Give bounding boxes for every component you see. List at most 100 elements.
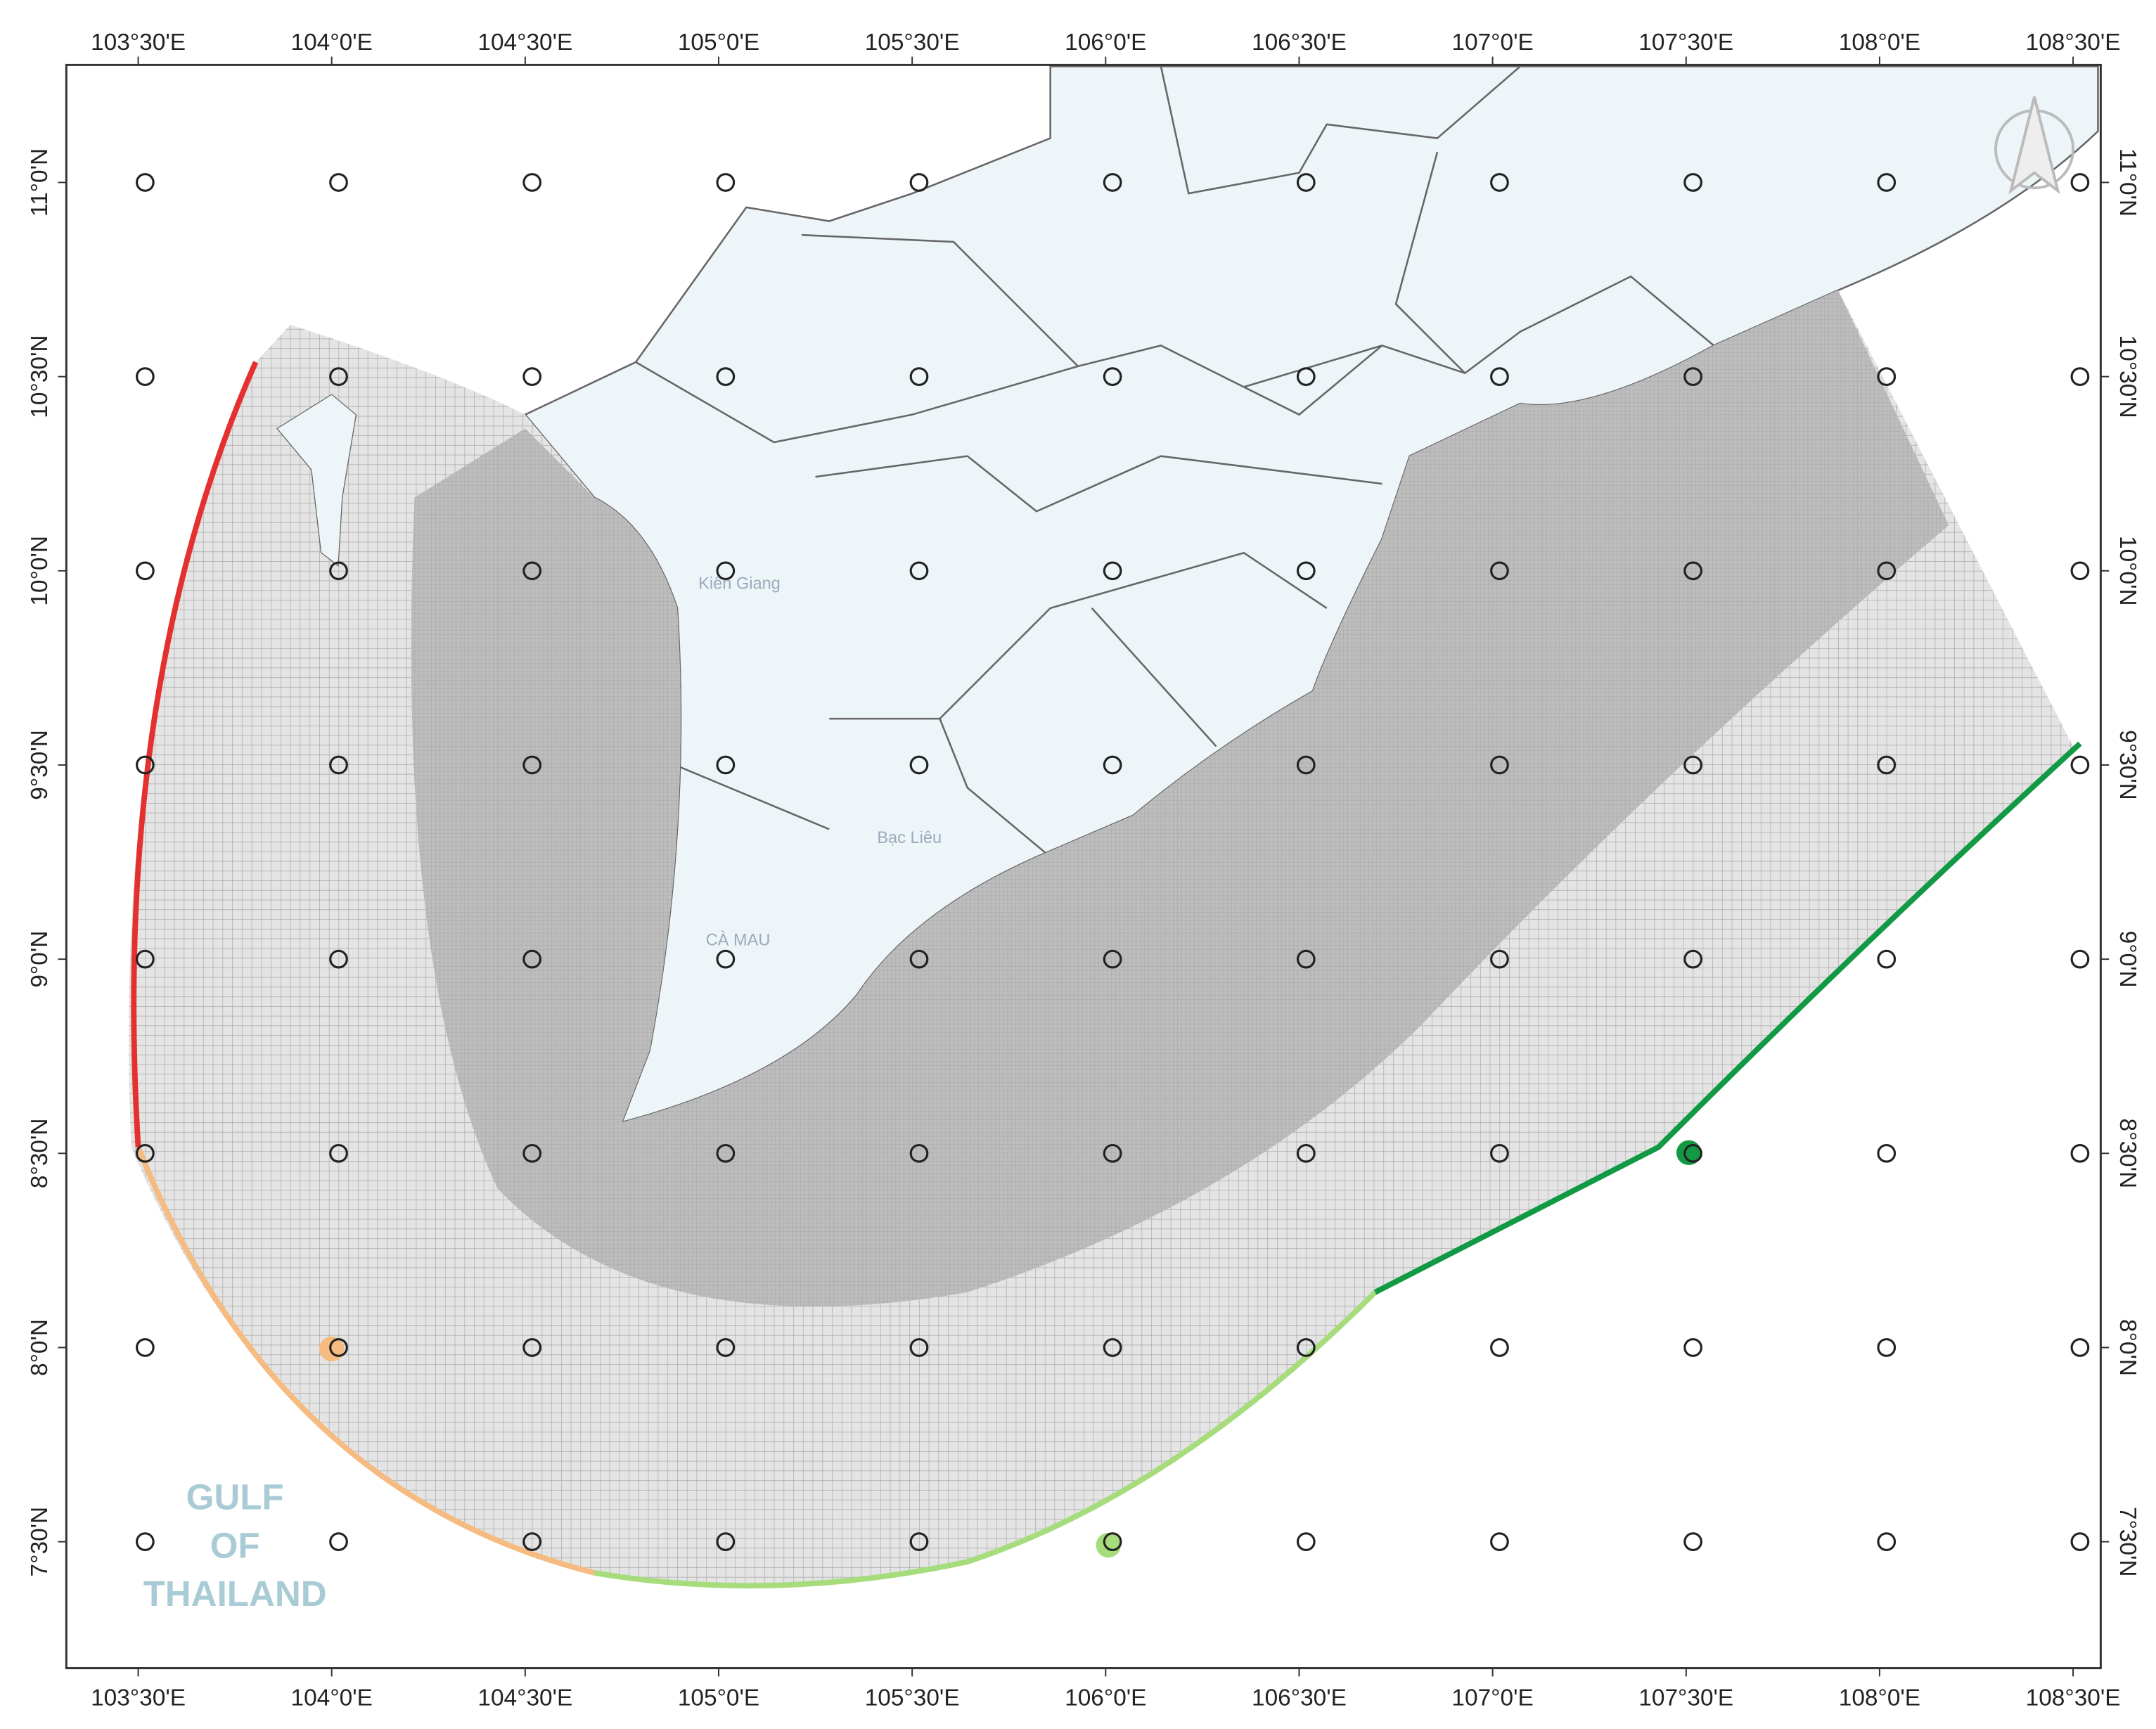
graticule-point — [522, 561, 542, 581]
graticule-point — [1103, 1338, 1122, 1357]
lon-label: 104°0'E — [291, 30, 373, 56]
graticule-point — [1103, 1532, 1122, 1552]
axes: 103°30'E 103°30'E 104°0'E 104°0'E 104°30'E 10… — [27, 30, 2141, 1711]
graticule-point — [1877, 173, 1897, 192]
boundary-west — [131, 361, 259, 1148]
graticule-point — [136, 1532, 155, 1552]
graticule-point — [1490, 755, 1509, 775]
boundary-east — [1373, 741, 2082, 1295]
lon-label: 107°30'E — [1638, 30, 1733, 56]
graticule-point — [522, 1143, 542, 1163]
lat-label: 9°30'N — [2115, 730, 2141, 800]
graticule-point — [716, 173, 736, 192]
lon-label: 108°0'E — [1839, 30, 1920, 56]
lat-label: 8°30'N — [27, 1119, 53, 1189]
lon-label: 105°0'E — [678, 1685, 759, 1711]
graticule-point — [1490, 1143, 1509, 1163]
graticule-point — [2070, 561, 2090, 581]
graticule-point — [1296, 1143, 1316, 1163]
graticule-point — [1296, 367, 1316, 386]
gulf-label: THAILAND — [143, 1574, 327, 1614]
graticule-point — [909, 1338, 929, 1357]
station — [1096, 1532, 1121, 1558]
lat-label: 8°0'N — [2115, 1319, 2141, 1376]
gulf-label: OF — [210, 1525, 260, 1565]
graticule-point — [522, 173, 542, 192]
graticule-point — [136, 1143, 155, 1163]
graticule-point — [1490, 367, 1509, 386]
lon-label: 108°30'E — [2026, 1685, 2121, 1711]
graticule-point — [1877, 367, 1897, 386]
lat-label: 10°0'N — [27, 536, 53, 606]
lon-label: 106°0'E — [1065, 30, 1146, 56]
lon-label: 107°0'E — [1451, 30, 1533, 56]
graticule-point — [1683, 173, 1702, 192]
graticule-point — [136, 173, 155, 192]
graticule-point — [1296, 755, 1316, 775]
graticule-point — [716, 1532, 736, 1552]
graticule-point — [1296, 949, 1316, 969]
graticule-point — [909, 561, 929, 581]
lon-label: 103°30'E — [91, 1685, 186, 1711]
lon-label: 104°0'E — [291, 1685, 373, 1711]
graticule-point — [136, 367, 155, 386]
graticule-point — [522, 755, 542, 775]
province-label: Kiên Giang — [698, 574, 781, 592]
lon-label: 107°30'E — [1638, 1685, 1733, 1711]
mesh — [129, 290, 2074, 1586]
lon-label: 106°30'E — [1252, 1685, 1347, 1711]
lon-label: 105°30'E — [865, 30, 960, 56]
province-label: CÀ MAU — [706, 930, 771, 949]
boundary-south — [593, 1290, 1378, 1589]
graticule-point — [1296, 173, 1316, 192]
graticule-point — [909, 755, 929, 775]
graticule-point — [1490, 561, 1509, 581]
graticule-point — [909, 949, 929, 969]
province-label: Bạc Liêu — [877, 828, 942, 847]
graticule-point — [1877, 755, 1897, 775]
lat-label: 10°0'N — [2115, 536, 2141, 606]
lon-label: 105°0'E — [678, 30, 759, 56]
graticule-point — [1683, 755, 1702, 775]
graticule-point — [1103, 755, 1122, 775]
graticule-point — [1103, 367, 1122, 386]
graticule-point — [329, 561, 348, 581]
graticule-point — [1103, 1143, 1122, 1163]
lon-label: 107°0'E — [1451, 1685, 1533, 1711]
lat-label: 8°30'N — [2115, 1119, 2141, 1189]
lat-label: 9°0'N — [27, 931, 53, 988]
graticule-point — [909, 173, 929, 192]
lon-label: 108°30'E — [2026, 30, 2121, 56]
lon-label: 104°30'E — [477, 1685, 572, 1711]
north-arrow — [1994, 96, 2075, 195]
graticule-point — [329, 173, 348, 192]
graticule-point — [1296, 561, 1316, 581]
graticule-point — [136, 755, 155, 775]
graticule-point — [1877, 1338, 1897, 1357]
graticule-point — [1103, 173, 1122, 192]
graticule-point — [1877, 1143, 1897, 1163]
graticule-point — [136, 1338, 155, 1357]
graticule-point — [522, 949, 542, 969]
graticule-point — [2070, 367, 2090, 386]
graticule-point — [1683, 367, 1702, 386]
graticule-point — [2070, 755, 2090, 775]
lat-label: 11°0'N — [27, 148, 53, 217]
graticule-point — [716, 1338, 736, 1357]
lat-label: 9°30'N — [27, 730, 53, 800]
lat-label: 7°30'N — [2115, 1507, 2141, 1577]
lon-label: 104°30'E — [477, 30, 572, 56]
graticule-point — [909, 1143, 929, 1163]
lat-label: 10°30'N — [2115, 335, 2141, 418]
graticule-point — [329, 367, 348, 386]
graticule-point — [136, 949, 155, 969]
graticule-point — [716, 1143, 736, 1163]
graticule-point — [1683, 1143, 1702, 1163]
graticule-point — [329, 755, 348, 775]
boundary-southwest — [135, 1146, 596, 1576]
graticule-point — [716, 949, 736, 969]
graticule-point — [1103, 561, 1122, 581]
lon-label: 105°30'E — [865, 1685, 960, 1711]
graticule-point — [329, 1143, 348, 1163]
